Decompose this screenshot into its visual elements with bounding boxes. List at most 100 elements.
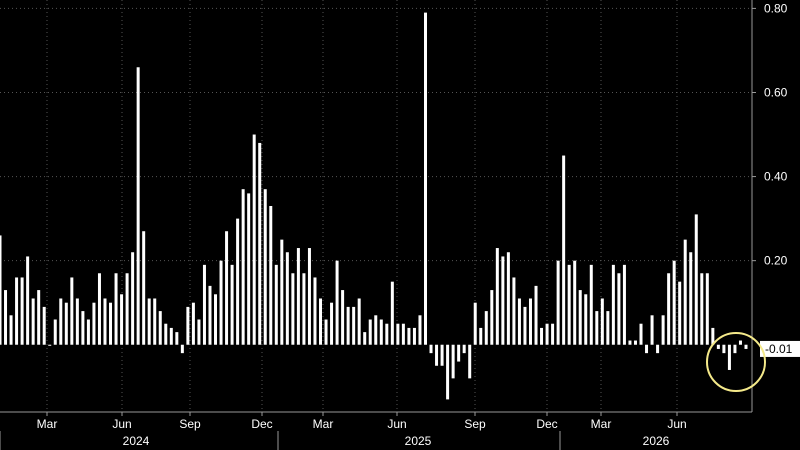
bar — [20, 277, 24, 345]
bar — [15, 277, 19, 345]
bar — [528, 298, 532, 345]
bar — [131, 252, 135, 345]
bar — [374, 315, 378, 345]
bar — [92, 302, 96, 345]
bar — [4, 290, 8, 345]
bar — [230, 264, 234, 345]
bar — [81, 311, 85, 345]
x-axis: Mar Jun Sep Dec Mar Jun Sep Dec Mar Jun 2024 2025 20… — [0, 411, 752, 450]
x-tick-label: Sep — [179, 417, 201, 431]
bar — [573, 260, 577, 345]
bar — [313, 277, 317, 345]
bar — [169, 327, 173, 345]
x-tick-label: Dec — [251, 417, 272, 431]
bar — [462, 344, 466, 354]
bar — [142, 231, 146, 345]
bar — [125, 273, 129, 345]
bar — [9, 315, 13, 345]
bar — [595, 311, 599, 345]
bar — [252, 134, 256, 345]
bar — [180, 344, 184, 354]
bar — [97, 273, 101, 345]
bar — [109, 302, 113, 345]
bar — [711, 327, 715, 345]
bar — [423, 12, 427, 345]
bar — [661, 315, 665, 345]
bar — [495, 248, 499, 345]
y-axis: 0.20 0.40 0.60 0.80 -0.01 — [751, 0, 800, 412]
bar — [540, 327, 544, 345]
bar — [324, 319, 328, 345]
x-tick-label: Mar — [313, 417, 334, 431]
x-tick-label: Jun — [667, 417, 686, 431]
bar — [186, 306, 190, 345]
bar — [457, 344, 461, 362]
x-tick-label: Sep — [464, 417, 486, 431]
year-label: 2025 — [405, 434, 432, 448]
bar — [446, 344, 450, 400]
bar — [600, 298, 604, 345]
bar — [346, 306, 350, 345]
bar — [236, 218, 240, 345]
bar — [219, 260, 223, 345]
bar — [705, 273, 709, 345]
bar — [738, 340, 742, 345]
bar — [225, 231, 229, 345]
bar — [319, 298, 323, 345]
bar — [645, 344, 649, 354]
x-tick-label: Mar — [591, 417, 612, 431]
bar — [103, 298, 107, 345]
bar — [545, 323, 549, 345]
bar — [26, 256, 30, 345]
bar — [31, 298, 35, 345]
bar — [639, 323, 643, 345]
last-value-label: -0.01 — [765, 342, 793, 356]
y-tick-label: 0.60 — [764, 85, 788, 99]
bar — [412, 327, 416, 345]
bar — [208, 285, 212, 345]
last-value-badge — [760, 340, 800, 357]
bar — [120, 294, 124, 345]
bar — [589, 264, 593, 345]
bar — [484, 311, 488, 345]
bar — [407, 327, 411, 345]
bar — [70, 277, 74, 345]
bar — [368, 319, 372, 345]
bar — [274, 264, 278, 345]
bar — [512, 277, 516, 345]
bar — [606, 311, 610, 345]
bar — [390, 281, 394, 345]
bar — [534, 285, 538, 345]
bar — [501, 256, 505, 345]
bar — [506, 252, 510, 345]
bar — [700, 273, 704, 345]
bar — [551, 323, 555, 345]
bar — [385, 323, 389, 345]
bar — [75, 298, 79, 345]
bar — [722, 344, 726, 354]
bar — [667, 273, 671, 345]
bar — [617, 273, 621, 345]
bar — [64, 302, 68, 345]
bar — [716, 344, 720, 349]
bar — [53, 319, 57, 345]
bar — [733, 344, 737, 354]
bar — [440, 344, 444, 366]
bar — [202, 264, 206, 345]
bar — [418, 315, 422, 345]
bar — [285, 252, 289, 345]
bar — [401, 323, 405, 345]
bar — [296, 248, 300, 345]
bar — [330, 302, 334, 345]
bar — [523, 306, 527, 345]
bar — [650, 315, 654, 345]
y-tick-label: 0.80 — [764, 1, 788, 15]
bar — [468, 344, 472, 379]
x-tick-label: Mar — [37, 417, 58, 431]
bar — [352, 306, 356, 345]
bar — [191, 302, 195, 345]
bar — [59, 298, 63, 345]
grid-layer — [0, 0, 752, 412]
bar — [578, 290, 582, 345]
bar — [241, 189, 245, 345]
